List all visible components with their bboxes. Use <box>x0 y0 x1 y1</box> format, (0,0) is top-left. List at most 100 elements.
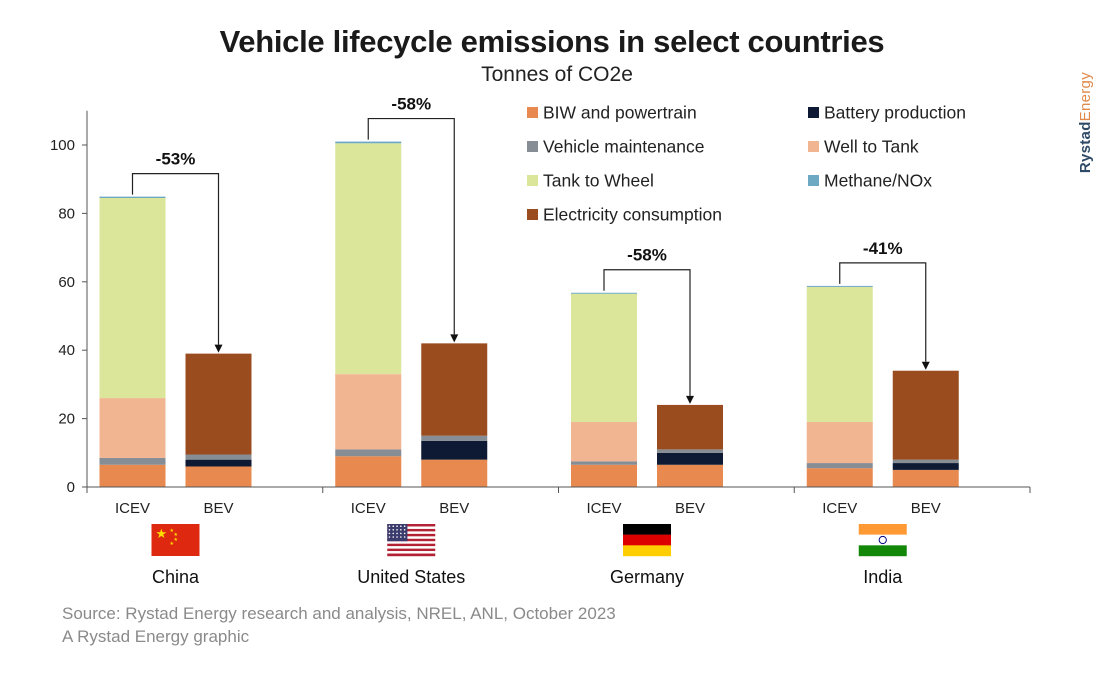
credit-note: A Rystad Energy graphic <box>62 627 250 646</box>
reduction-connector <box>367 117 455 335</box>
bar-segment-electricity-consumption <box>892 370 959 460</box>
x-bar-label: ICEV <box>822 500 857 517</box>
legend-label: Tank to Wheel <box>543 171 654 191</box>
bar-segment-electricity-consumption <box>185 353 252 455</box>
bar-segment-methane-nox <box>99 196 166 199</box>
usa-flag-star <box>392 532 395 535</box>
legend-label: Battery production <box>824 103 966 123</box>
bar-segment-vehicle-maintenance <box>99 457 166 465</box>
bar-segment-tank-to-wheel <box>571 293 637 423</box>
india-flag-chakra <box>878 535 887 545</box>
bar-segment-tank-to-wheel <box>806 286 873 423</box>
bar-segment-vehicle-maintenance <box>421 435 488 441</box>
usa-flag-stripe <box>387 546 436 549</box>
usa-flag-star <box>388 529 391 531</box>
country-label: United States <box>357 567 465 587</box>
bar-segment-biw-and-powertrain <box>657 464 723 487</box>
bar-segment-biw-and-powertrain <box>806 468 873 487</box>
bar-segment-vehicle-maintenance <box>892 459 959 464</box>
reduction-label: -58% <box>391 95 431 114</box>
usa-flag-stripe <box>387 528 436 532</box>
legend-label: BIW and powertrain <box>543 103 697 123</box>
usa-flag-star <box>392 536 395 538</box>
x-bar-label: BEV <box>439 500 469 517</box>
usa-flag-stripe <box>387 533 436 537</box>
china-flag-small-star: ★ <box>174 532 179 538</box>
usa-flag-star <box>392 525 395 527</box>
x-bar-label: BEV <box>203 500 233 517</box>
usa-flag-canton <box>387 524 408 542</box>
usa-flag-star <box>400 536 402 538</box>
usa-flag-stripe <box>387 551 436 554</box>
usa-flag-stripe <box>387 543 436 547</box>
china-flag-field <box>151 524 200 556</box>
usa-flag-star <box>403 532 406 535</box>
usa-flag-star <box>400 525 402 527</box>
india-flag-band <box>858 524 907 535</box>
reduction-connector <box>131 173 220 345</box>
usa-flag-star <box>392 529 395 531</box>
bar-segment-biw-and-powertrain <box>185 466 252 487</box>
china-flag-star: ★ <box>156 527 168 542</box>
legend-swatch <box>808 141 819 152</box>
x-bar-label: BEV <box>911 500 941 517</box>
bar-segment-battery-production <box>892 463 959 470</box>
usa-flag-star <box>400 532 402 535</box>
usa-flag-stripe <box>387 538 436 542</box>
bar-segment-biw-and-powertrain <box>421 459 488 487</box>
legend-label: Vehicle maintenance <box>543 137 705 157</box>
usa-flag-star <box>388 532 391 535</box>
china-flag-small-star: ★ <box>170 528 175 534</box>
china-flag-small-star: ★ <box>170 541 175 547</box>
bar-segment-vehicle-maintenance <box>806 463 873 469</box>
usa-flag-stripe <box>387 553 436 557</box>
usa-flag-stripe <box>387 526 436 530</box>
bar-segment-methane-nox <box>335 141 402 144</box>
reduction-label: -41% <box>863 239 903 258</box>
bar-segment-electricity-consumption <box>657 404 723 450</box>
bar-segment-methane-nox <box>571 292 637 294</box>
x-bar-label: BEV <box>675 500 705 517</box>
legend-swatch <box>808 175 819 186</box>
bar-segment-tank-to-wheel <box>99 198 166 399</box>
chart-title: Vehicle lifecycle emissions in select co… <box>219 24 885 59</box>
x-bar-label: ICEV <box>351 500 386 517</box>
bar-segment-vehicle-maintenance <box>571 461 637 465</box>
y-tick-label: 60 <box>58 274 75 291</box>
bar-segment-well-to-tank <box>335 374 402 450</box>
legend-swatch <box>527 141 538 152</box>
usa-flag-stripe <box>387 536 436 539</box>
bar-segment-battery-production <box>185 459 252 467</box>
bar-segment-biw-and-powertrain <box>335 456 402 487</box>
bar-segment-well-to-tank <box>99 398 166 458</box>
usa-flag-star <box>396 536 398 538</box>
usa-flag-star <box>388 536 391 538</box>
y-tick-label: 0 <box>67 479 75 496</box>
bar-segment-vehicle-maintenance <box>185 454 252 460</box>
india-flag-band <box>858 534 907 546</box>
germany-flag-band <box>623 534 671 546</box>
reduction-label: -53% <box>156 150 196 169</box>
legend-label: Well to Tank <box>824 137 919 157</box>
bar-segment-biw-and-powertrain <box>99 464 166 487</box>
bar-segment-well-to-tank <box>571 422 637 462</box>
arrow-head-icon <box>921 361 930 370</box>
usa-flag-star <box>396 532 398 535</box>
country-label: India <box>863 567 903 587</box>
legend-swatch <box>527 175 538 186</box>
usa-flag-star <box>400 529 402 531</box>
y-tick-label: 80 <box>58 205 75 222</box>
bar-segment-vehicle-maintenance <box>335 449 402 457</box>
reduction-connector <box>603 269 691 396</box>
bar-segment-tank-to-wheel <box>335 143 402 375</box>
source-note: Source: Rystad Energy research and analy… <box>62 604 616 623</box>
germany-flag-band <box>623 545 671 557</box>
y-tick-label: 20 <box>58 411 75 428</box>
germany-flag-band <box>623 524 671 535</box>
arrow-head-icon <box>214 344 223 353</box>
legend-label: Electricity consumption <box>543 205 722 225</box>
usa-flag-star <box>403 529 406 531</box>
usa-flag-stripe <box>387 531 436 535</box>
y-tick-label: 100 <box>50 137 75 154</box>
